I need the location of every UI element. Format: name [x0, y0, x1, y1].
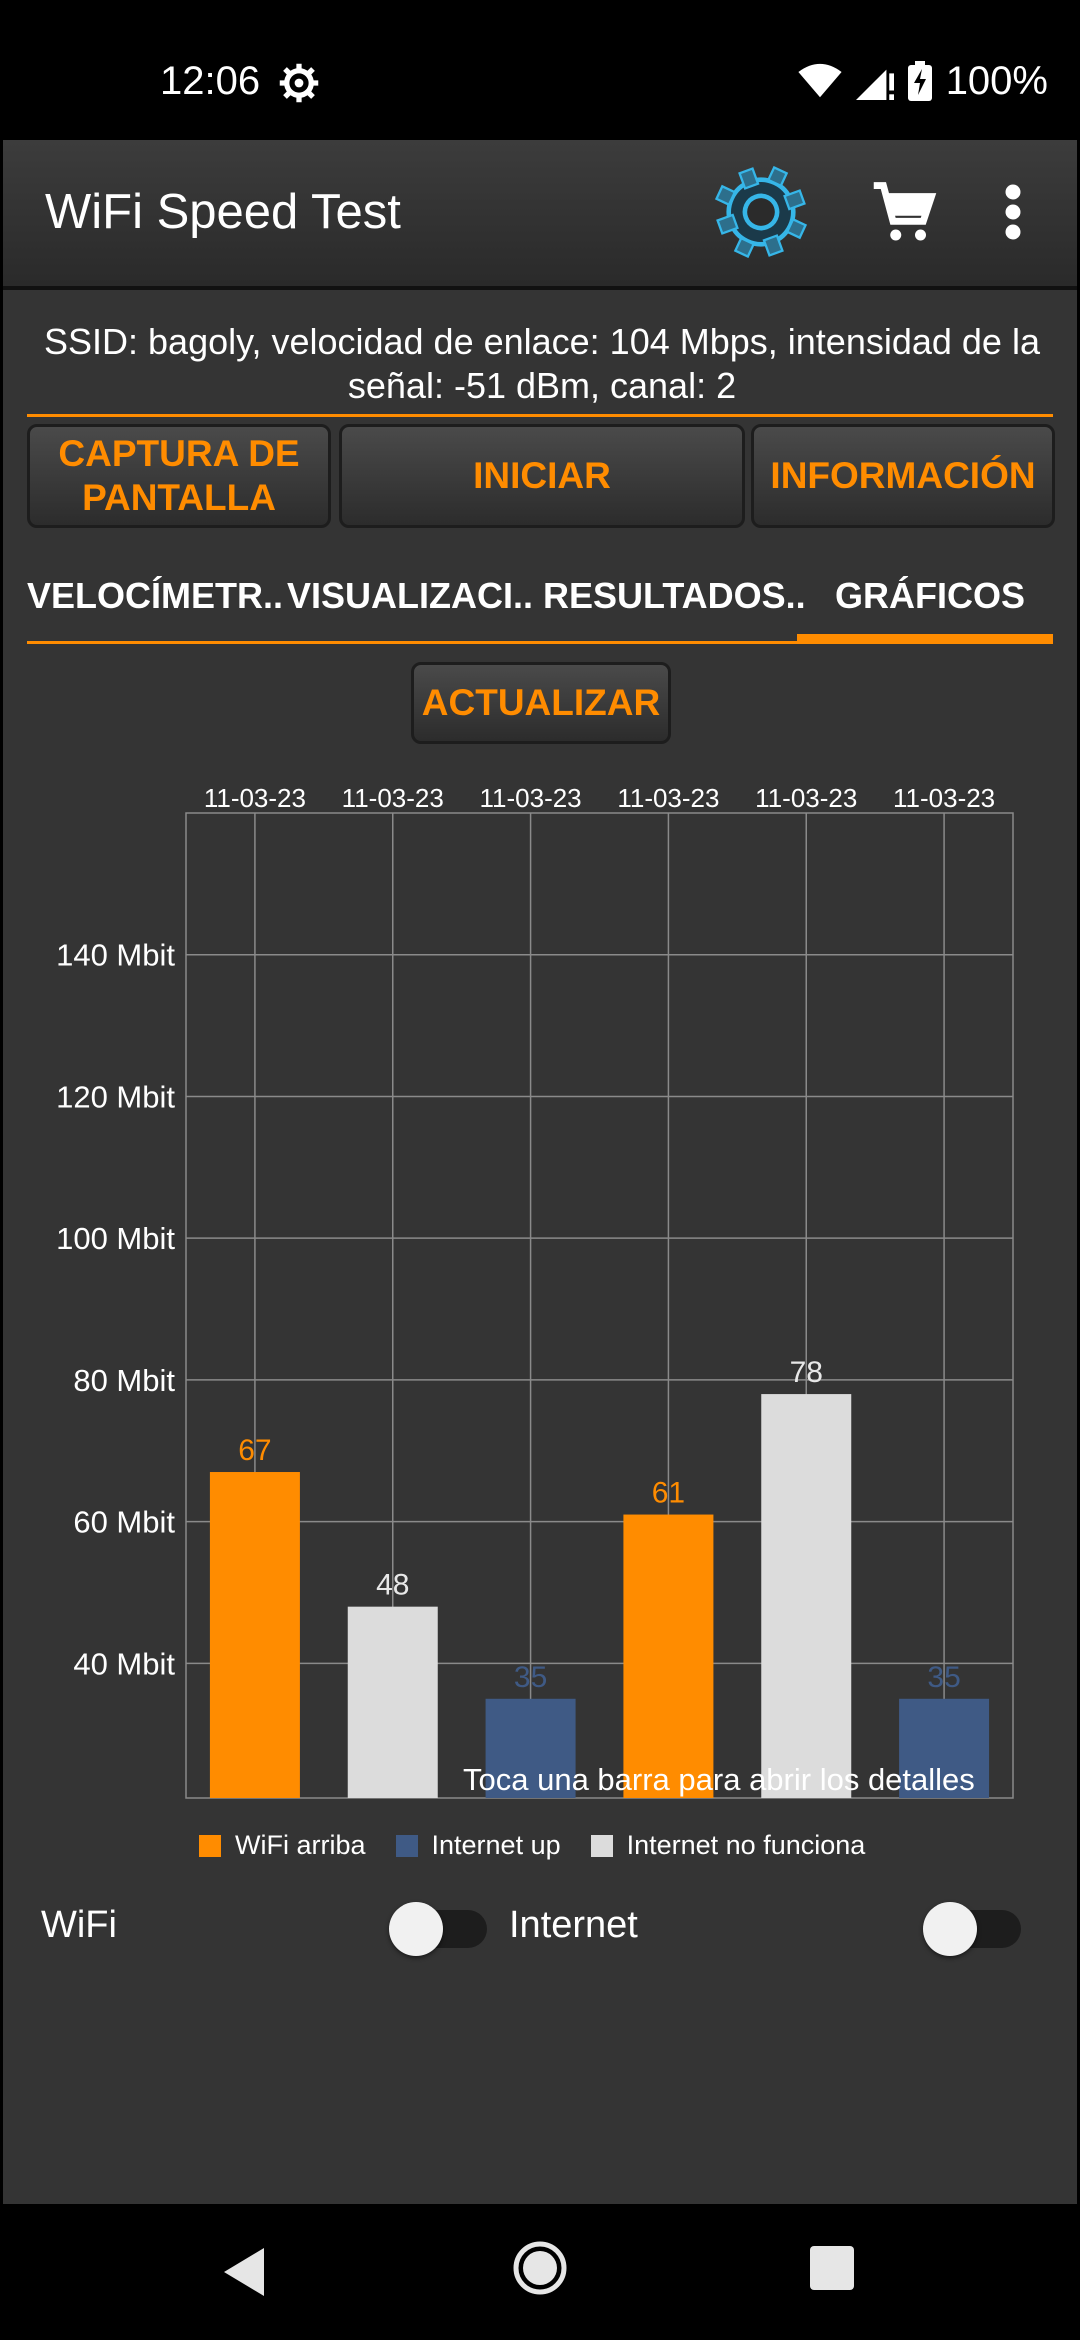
y-tick-label: 40 Mbit — [73, 1646, 175, 1681]
legend-label: Internet up — [431, 1830, 561, 1860]
legend-item: Internet no funciona — [590, 1830, 866, 1861]
gear-icon — [279, 63, 319, 103]
chart-bar[interactable] — [347, 1606, 438, 1798]
legend-label: Internet no funciona — [626, 1830, 866, 1860]
x-tick-label: 11-03-23 — [342, 783, 444, 813]
chart-bar[interactable] — [623, 1514, 714, 1798]
legend-item: WiFi arriba — [199, 1830, 366, 1861]
chart-bar[interactable] — [899, 1698, 990, 1798]
tab-charts[interactable]: GRÁFICOS — [835, 575, 1026, 616]
signal-icon — [855, 69, 894, 100]
refresh-button[interactable]: ACTUALIZAR — [411, 662, 671, 744]
settings-gear-icon[interactable] — [715, 166, 807, 258]
toggle-row: WiFi Internet — [3, 1880, 1077, 1976]
tab-bar: VELOCÍMETR.. VISUALIZACI.. RESULTADOS.. … — [27, 548, 1053, 644]
tab-selected-indicator — [797, 634, 1053, 644]
wifi-icon — [798, 63, 842, 98]
x-tick-label: 11-03-23 — [617, 783, 719, 813]
y-tick-label: 120 Mbit — [56, 1079, 175, 1114]
y-tick-label: 80 Mbit — [73, 1363, 175, 1398]
wifi-toggle[interactable] — [389, 1902, 487, 1956]
recents-icon[interactable] — [810, 2246, 854, 2290]
chart-bar[interactable] — [761, 1394, 852, 1798]
x-tick-label: 11-03-23 — [204, 783, 306, 813]
cart-icon[interactable] — [871, 180, 937, 246]
divider — [27, 414, 1053, 417]
chart-bar[interactable] — [485, 1698, 576, 1798]
bar-value-label: 61 — [652, 1477, 685, 1510]
more-vert-icon[interactable] — [1003, 182, 1023, 242]
legend-swatch — [199, 1834, 221, 1857]
plot-frame — [185, 812, 1014, 1799]
x-tick-label: 11-03-23 — [480, 783, 582, 813]
app-title: WiFi Speed Test — [45, 185, 401, 239]
wifi-toggle-knob — [389, 1902, 443, 1956]
bar-value-label: 67 — [238, 1434, 271, 1467]
start-button[interactable]: INICIAR — [339, 424, 745, 528]
bar-value-label: 35 — [514, 1661, 547, 1694]
y-tick-label: 60 Mbit — [73, 1505, 175, 1540]
app-bar: WiFi Speed Test — [3, 140, 1077, 290]
internet-toggle-label: Internet — [509, 1904, 638, 1946]
chart-hint: Toca una barra para abrir los detalles — [463, 1762, 975, 1797]
status-bar: 12:06 100% — [0, 0, 1080, 140]
home-icon[interactable] — [512, 2240, 568, 2296]
status-time: 12:06 — [160, 59, 261, 103]
legend-item: Internet up — [395, 1830, 561, 1861]
legend-label: WiFi arriba — [235, 1830, 366, 1860]
x-tick-label: 11-03-23 — [755, 783, 857, 813]
x-tick-label: 11-03-23 — [893, 783, 995, 813]
wifi-toggle-label: WiFi — [41, 1904, 117, 1946]
bar-value-label: 48 — [376, 1569, 409, 1602]
chart-bar[interactable] — [209, 1472, 300, 1798]
bar-value-label: 35 — [927, 1661, 960, 1694]
main-content: SSID: bagoly, velocidad de enlace: 104 M… — [3, 290, 1077, 2204]
battery-charging-icon — [907, 61, 932, 101]
back-icon[interactable] — [220, 2244, 268, 2300]
battery-percent: 100% — [945, 59, 1048, 103]
tab-divider — [27, 641, 1053, 644]
bar-value-label: 78 — [790, 1356, 823, 1389]
chart-legend: WiFi arriba Internet up Internet no funcio… — [199, 1830, 881, 1861]
y-tick-label: 100 Mbit — [56, 1221, 175, 1256]
status-right: 100% — [798, 56, 1048, 106]
internet-toggle-knob — [923, 1902, 977, 1956]
tab-results[interactable]: RESULTADOS.. — [543, 575, 806, 616]
tab-visualization[interactable]: VISUALIZACI.. — [287, 575, 534, 616]
tab-speedometer[interactable]: VELOCÍMETR.. — [27, 575, 284, 616]
screenshot-button[interactable]: CAPTURA DE PANTALLA — [27, 424, 331, 528]
legend-swatch — [590, 1834, 613, 1857]
navigation-bar — [0, 2204, 1080, 2340]
connection-info: SSID: bagoly, velocidad de enlace: 104 M… — [44, 321, 1040, 406]
info-button[interactable]: INFORMACIÓN — [751, 424, 1055, 528]
legend-swatch — [395, 1834, 418, 1857]
bar-chart[interactable]: 40 Mbit 60 Mbit 80 Mbit 100 Mbit 120 Mbit 140… — [3, 760, 1077, 1820]
y-tick-label: 140 Mbit — [56, 938, 175, 973]
internet-toggle[interactable] — [923, 1902, 1021, 1956]
